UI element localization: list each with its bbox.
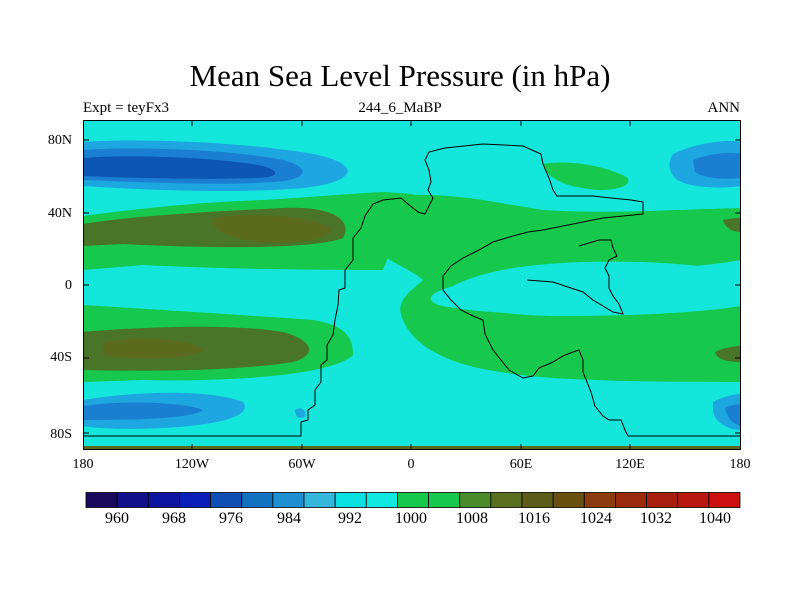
- colorbar-cell: [241, 492, 274, 508]
- colorbar-cell: [490, 492, 523, 508]
- colorbar-cell: [397, 492, 429, 508]
- colorbar-cell: [708, 492, 741, 508]
- high-core-north: [212, 215, 332, 243]
- low-patch-south-central: [295, 408, 306, 418]
- subpolar-low-south-east-core: [725, 404, 741, 426]
- subtropical-high-east-north: [723, 218, 741, 232]
- subpolar-low-south-west-core: [83, 402, 203, 420]
- colorbar-cell: [272, 492, 305, 508]
- colorbar-cell: [583, 492, 616, 508]
- pressure-map: [83, 120, 741, 450]
- lon-label-120w: 120W: [174, 457, 210, 472]
- colorbar-label-976: 976: [219, 510, 243, 527]
- colorbar-label-1016: 1016: [518, 510, 550, 527]
- lat-label-80s: 80S: [50, 427, 72, 442]
- lat-label-80n: 80N: [47, 133, 72, 148]
- colorbar-cell: [521, 492, 554, 508]
- colorbar-cell: [179, 492, 211, 508]
- subpolar-low-north-west-core: [83, 156, 276, 179]
- inner-sea-outline: [526, 239, 624, 315]
- colorbar-cell: [85, 492, 118, 508]
- lat-label-0: 0: [65, 278, 72, 293]
- lon-label-120e: 120E: [615, 457, 645, 472]
- season-label: ANN: [707, 100, 741, 116]
- colorbar-label-960: 960: [105, 510, 129, 527]
- polar-high-fragment: [543, 162, 629, 190]
- colorbar-cell: [646, 492, 679, 508]
- colorbar-cell: [459, 492, 492, 508]
- lon-label-180e: 180: [729, 457, 751, 472]
- colorbar-label-1008: 1008: [456, 510, 488, 527]
- lon-label-180w: 180: [72, 457, 94, 472]
- colorbar-cell: [428, 492, 461, 508]
- lon-label-60e: 60E: [509, 457, 533, 472]
- colorbar-cell: [210, 492, 243, 508]
- colorbar-label-1040: 1040: [699, 510, 731, 527]
- colorbar-cell: [147, 492, 180, 508]
- colorbar-label-1000: 1000: [395, 510, 427, 527]
- colorbar: [85, 492, 741, 508]
- high-pressure-band-east: [353, 194, 741, 382]
- colorbar-label-1024: 1024: [580, 510, 612, 527]
- colorbar-cell: [677, 492, 710, 508]
- high-core-south: [103, 338, 203, 359]
- south-pole-strip: [83, 446, 741, 450]
- lat-label-40n: 40N: [47, 206, 72, 221]
- colorbar-cell: [552, 492, 585, 508]
- colorbar-label-968: 968: [162, 510, 186, 527]
- subpolar-low-north-east-core: [693, 152, 741, 179]
- chart-title: Mean Sea Level Pressure (in hPa): [189, 58, 611, 93]
- colorbar-cell: [334, 492, 367, 508]
- lat-label-40s: 40S: [50, 350, 72, 365]
- colorbar-cell: [303, 492, 336, 508]
- equatorial-low-tongue: [448, 261, 741, 316]
- period-label: 244_6_MaBP: [358, 100, 442, 116]
- colorbar-cell: [116, 492, 149, 508]
- colorbar-cell: [365, 492, 398, 508]
- colorbar-label-984: 984: [277, 510, 301, 527]
- colorbar-cell: [615, 492, 647, 508]
- continental-outline: [83, 143, 741, 437]
- colorbar-label-1032: 1032: [640, 510, 672, 527]
- colorbar-label-992: 992: [338, 510, 362, 527]
- lon-label-60w: 60W: [288, 457, 316, 472]
- experiment-label: Expt = teyFx3: [83, 100, 169, 116]
- axis-ticks: [83, 120, 741, 450]
- subtropical-high-east-south: [715, 346, 741, 362]
- lon-label-0: 0: [407, 457, 415, 472]
